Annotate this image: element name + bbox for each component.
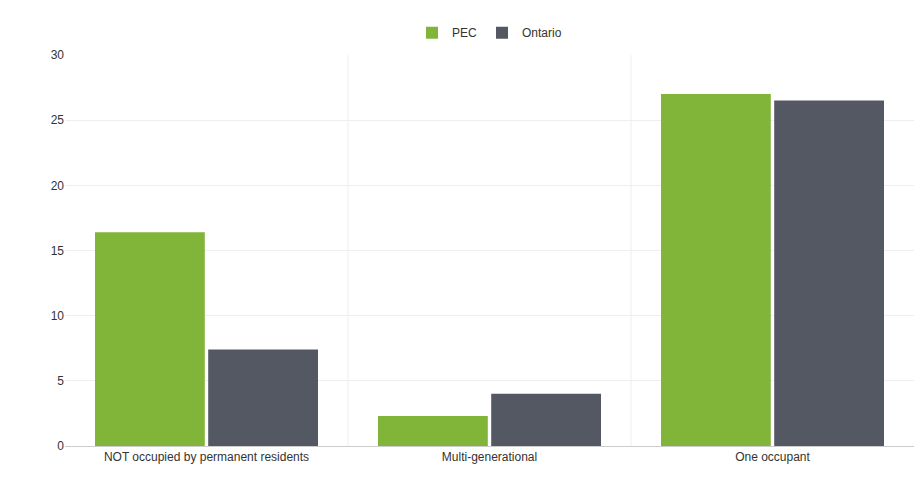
svg-text:15: 15 xyxy=(51,244,65,258)
svg-text:30: 30 xyxy=(51,48,65,62)
svg-text:20: 20 xyxy=(51,179,65,193)
svg-text:Multi-generational: Multi-generational xyxy=(442,450,537,464)
svg-text:25: 25 xyxy=(51,113,65,127)
svg-text:0: 0 xyxy=(57,439,64,453)
svg-text:Ontario: Ontario xyxy=(522,26,562,40)
svg-text:NOT occupied by permanent resi: NOT occupied by permanent residents xyxy=(104,450,309,464)
svg-text:5: 5 xyxy=(57,374,64,388)
svg-text:PEC: PEC xyxy=(452,26,477,40)
svg-text:One occupant: One occupant xyxy=(735,450,810,464)
svg-text:10: 10 xyxy=(51,309,65,323)
